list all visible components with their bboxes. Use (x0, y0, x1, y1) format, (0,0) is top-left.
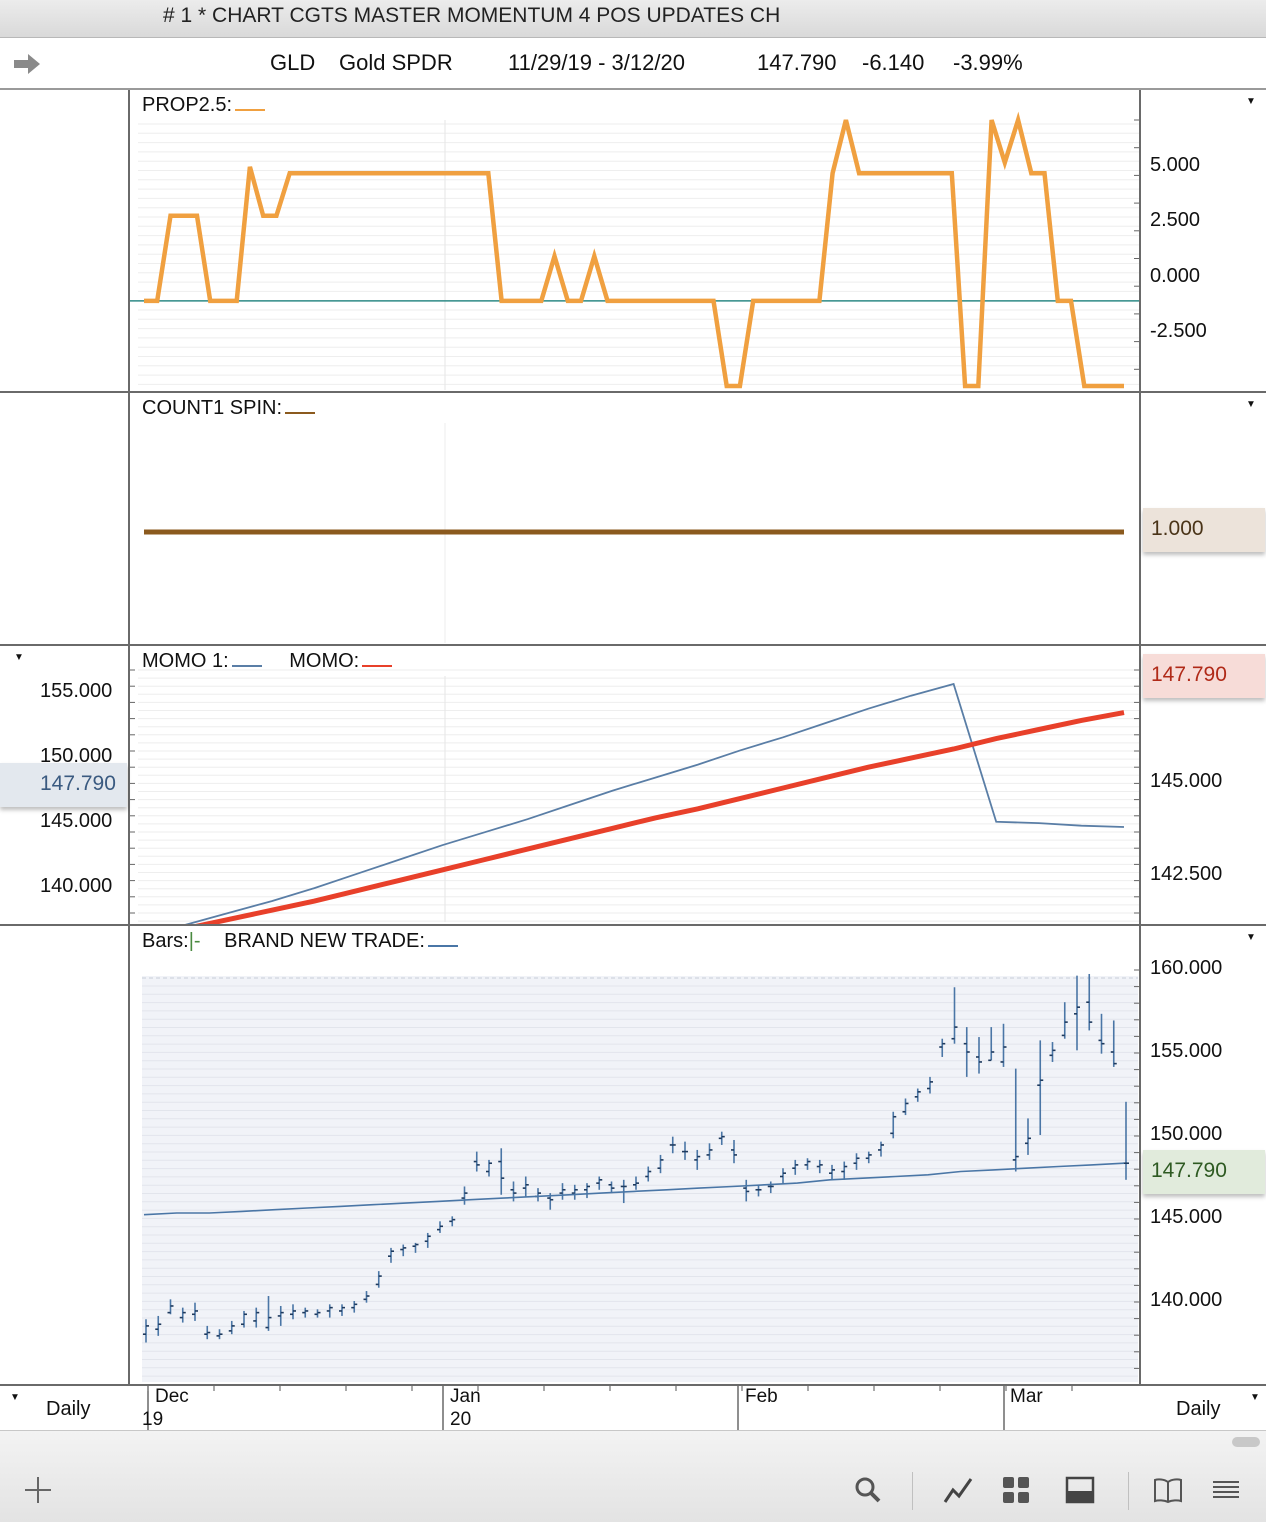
momo-right-tick: 145.000 (1150, 770, 1223, 792)
ticker-symbol[interactable]: GLD (270, 50, 316, 75)
bars-legend-glyph: |- (188, 930, 201, 952)
link-arrow-icon[interactable] (12, 52, 42, 76)
momo-left-tick: 150.000 (40, 745, 113, 767)
prop-tick: 2.500 (1150, 209, 1201, 231)
panel-menu-caret-icon[interactable]: ▼ (1246, 399, 1256, 410)
bars-tick: 150.000 (1150, 1123, 1223, 1145)
momo-left-tick: 145.000 (40, 810, 113, 832)
panel-layout-icon[interactable] (1064, 1474, 1096, 1506)
count-title-label: COUNT1 SPIN: (142, 397, 283, 419)
date-range[interactable]: 11/29/19 - 3/12/20 (508, 50, 685, 75)
net-change: -6.140 (862, 50, 925, 75)
left-axis-caret-icon[interactable]: ▼ (14, 652, 24, 663)
bars-tick: 155.000 (1150, 1040, 1223, 1062)
momo1-legend-swatch (231, 665, 262, 667)
month-label: Jan (450, 1386, 481, 1407)
book-icon[interactable] (1152, 1474, 1184, 1506)
momo-right-tick: 142.500 (1150, 863, 1223, 885)
symbol-bar: GLD Gold SPDR 11/29/19 - 3/12/20 147.790… (0, 38, 1266, 90)
footer-toolbar (0, 1430, 1266, 1522)
prop-tick: 0.000 (1150, 265, 1201, 287)
prop-legend-swatch (235, 109, 266, 111)
time-axis-bar[interactable]: ▼ Daily ▼ Daily Dec Jan Feb Mar 19 20 (0, 1384, 1266, 1430)
interval-caret-icon[interactable]: ▼ (1250, 1392, 1260, 1403)
percent-change: -3.99% (953, 50, 1023, 75)
panel-divider[interactable] (0, 644, 1266, 646)
count-title: COUNT1 SPIN: (142, 397, 316, 420)
trade-series-line (143, 1162, 1125, 1216)
time-axis (147, 1386, 1073, 1430)
bars-chart (142, 969, 1139, 1382)
trade-title-label: BRAND NEW TRADE: (224, 930, 425, 952)
bars-plot-background (142, 976, 1138, 1382)
momo1-title-label: MOMO 1: (142, 650, 229, 672)
year-label: 19 (142, 1409, 164, 1430)
right-axis-border (1139, 90, 1141, 1430)
bars-title: Bars:|- BRAND NEW TRADE: (142, 930, 458, 953)
bars-tick: 145.000 (1150, 1206, 1223, 1228)
momo1-series-line (185, 682, 1125, 924)
toolbar-separator (912, 1472, 913, 1510)
momo-left-value-tag: 147.790 (0, 763, 127, 807)
panel-divider[interactable] (0, 924, 1266, 926)
prop-tick: 5.000 (1150, 154, 1201, 176)
bars-panel[interactable]: Bars:|- BRAND NEW TRADE: ▼ 160.000 155.0… (0, 926, 1266, 1384)
momo-series-line (195, 710, 1125, 924)
menu-icon[interactable] (1210, 1474, 1242, 1506)
count-value-tag: 1.000 (1143, 508, 1265, 552)
panel-divider[interactable] (0, 391, 1266, 393)
momo-legend-swatch (362, 665, 393, 667)
momo-chart (130, 669, 1139, 924)
interval-left[interactable]: Daily (46, 1398, 91, 1420)
scroll-handle[interactable] (1232, 1437, 1260, 1447)
grid-layout-icon[interactable] (1000, 1474, 1032, 1506)
toolbar-separator (1128, 1472, 1129, 1510)
bars-tick: 160.000 (1150, 957, 1223, 979)
panel-menu-caret-icon[interactable]: ▼ (1246, 96, 1256, 107)
interval-caret-icon[interactable]: ▼ (10, 1392, 20, 1403)
momo-left-tick: 140.000 (40, 875, 113, 897)
count-legend-swatch (285, 412, 316, 414)
momo-title-label: MOMO: (289, 650, 360, 672)
count-panel[interactable]: COUNT1 SPIN: ▼ 1.000 (0, 393, 1266, 644)
momo-left-tick: 155.000 (40, 680, 113, 702)
month-label: Mar (1010, 1386, 1043, 1407)
window-titlebar: # 1 * CHART CGTS MASTER MOMENTUM 4 POS U… (0, 0, 1266, 38)
trade-legend-swatch (427, 945, 458, 947)
momo-panel[interactable]: MOMO 1: MOMO: ▼ ▼ 155.000 150.000 145.00… (0, 646, 1266, 924)
panel-menu-caret-icon[interactable]: ▼ (1246, 932, 1256, 943)
year-label: 20 (450, 1409, 472, 1430)
count-chart (144, 423, 1124, 643)
momo-title: MOMO 1: MOMO: (142, 650, 393, 673)
prop-title-label: PROP2.5: (142, 94, 233, 116)
window-title: # 1 * CHART CGTS MASTER MOMENTUM 4 POS U… (163, 4, 781, 27)
prop-title: PROP2.5: (142, 94, 266, 117)
prop-chart (130, 111, 1139, 390)
month-label: Feb (745, 1386, 778, 1407)
prop-panel[interactable]: PROP2.5: ▼ 5.000 2.500 0.000 -2.500 (0, 90, 1266, 391)
prop-tick: -2.500 (1150, 320, 1207, 342)
left-axis-border (128, 90, 130, 1430)
momo-right-value-tag: 147.790 (1143, 654, 1265, 698)
last-price: 147.790 (757, 50, 837, 75)
bars-tick: 140.000 (1150, 1289, 1223, 1311)
ticker-name: Gold SPDR (339, 50, 453, 75)
search-icon[interactable] (852, 1474, 884, 1506)
interval-right[interactable]: Daily (1176, 1398, 1221, 1420)
bars-value-tag: 147.790 (1143, 1150, 1265, 1194)
month-label: Dec (155, 1386, 189, 1407)
add-icon[interactable] (22, 1474, 54, 1506)
bars-title-label: Bars: (142, 930, 189, 952)
line-chart-icon[interactable] (942, 1474, 974, 1506)
prop-series-line (144, 111, 1124, 389)
